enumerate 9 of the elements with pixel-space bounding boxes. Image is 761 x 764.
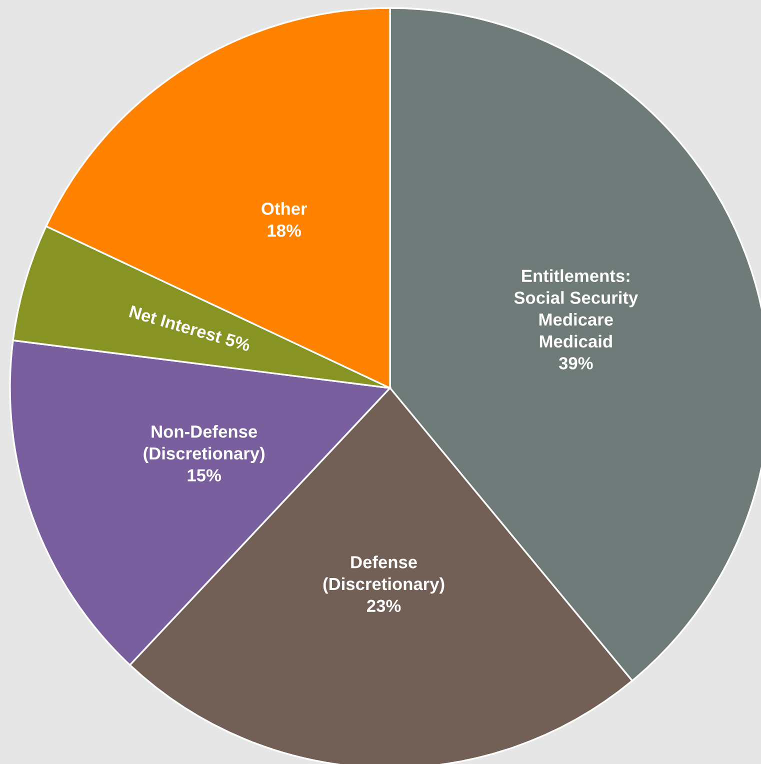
data-label: 23% xyxy=(367,600,401,612)
data-label: 15% xyxy=(188,469,221,482)
data-label: 39% xyxy=(558,357,593,370)
slice-label: Net Interest 5% xyxy=(128,305,252,352)
slice-label: Other xyxy=(262,202,308,215)
slice-label: Non-Defense (Discretionary) xyxy=(144,424,264,464)
slice-label: Entitlements: Social Security Medicare Medicaid xyxy=(514,269,638,348)
slice-label: Defense (Discretionary) xyxy=(323,556,444,594)
data-label: 18% xyxy=(268,224,302,237)
